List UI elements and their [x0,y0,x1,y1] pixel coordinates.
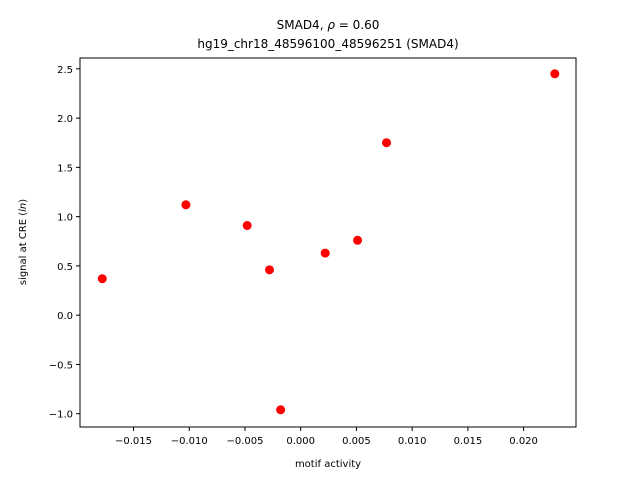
y-tick-label: 1.0 [57,213,73,224]
x-tick-label: −0.010 [171,436,208,447]
y-axis-label: signal at CRE (ln) [18,199,29,285]
data-point [382,138,392,148]
y-tick-label: 2.0 [57,114,73,125]
y-tick-label: 0.5 [57,262,73,273]
x-tick-label: 0.020 [509,436,538,447]
data-point [276,405,286,415]
data-point [242,221,252,231]
y-axis-ticks: −1.0 −0.5 0.0 0.5 1.0 1.5 2.0 2.5 [49,65,80,421]
x-tick-label: 0.015 [454,436,483,447]
y-tick-label: −0.5 [49,360,73,371]
x-tick-label: 0.010 [398,436,427,447]
data-point [550,69,560,79]
x-tick-label: −0.015 [115,436,152,447]
y-tick-label: 1.5 [57,163,73,174]
x-tick-label: 0.005 [342,436,371,447]
chart-title: SMAD4, ρ = 0.60 hg19_chr18_48596100_4859… [197,18,458,51]
data-point [264,265,274,275]
data-points [97,69,560,415]
y-tick-label: 2.5 [57,65,73,76]
data-point [181,200,191,210]
x-axis-label: motif activity [295,459,361,470]
data-point [353,235,363,245]
x-tick-label: −0.005 [226,436,263,447]
y-tick-label: −1.0 [49,410,73,421]
title-line-1: SMAD4, ρ = 0.60 [277,18,380,32]
plot-frame [79,57,577,428]
data-point [97,274,107,284]
x-axis-ticks: −0.015 −0.010 −0.005 0.000 0.005 0.010 0.015 0.… [115,427,538,447]
y-tick-label: 0.0 [57,311,73,322]
data-point [320,248,330,258]
title-line-2: hg19_chr18_48596100_48596251 (SMAD4) [197,37,458,51]
x-tick-label: 0.000 [286,436,315,447]
